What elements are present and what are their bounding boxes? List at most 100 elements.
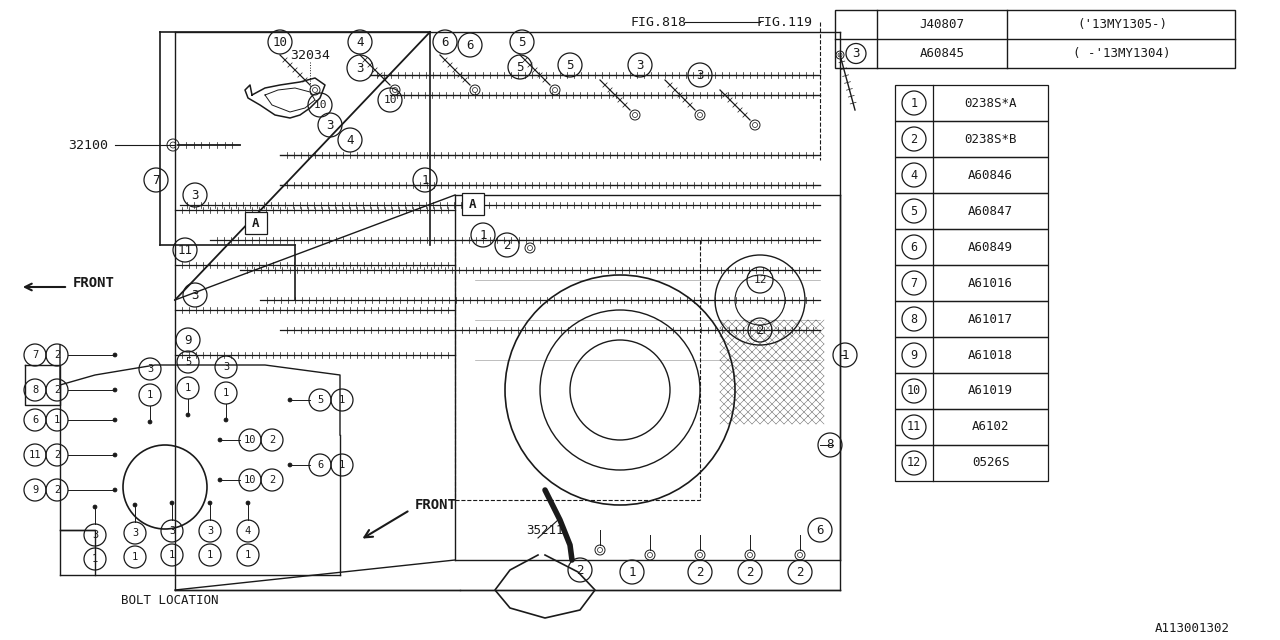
- Text: A61016: A61016: [968, 276, 1012, 289]
- Text: 2: 2: [54, 450, 60, 460]
- Text: 4: 4: [356, 35, 364, 49]
- Text: 3: 3: [207, 526, 214, 536]
- Circle shape: [148, 420, 152, 424]
- Text: A60846: A60846: [968, 168, 1012, 182]
- Text: 0238S*B: 0238S*B: [964, 132, 1016, 145]
- Circle shape: [133, 503, 137, 507]
- Text: J40807: J40807: [919, 18, 965, 31]
- Bar: [895, 157, 1048, 193]
- Text: 9: 9: [184, 333, 192, 346]
- Text: 2: 2: [54, 350, 60, 360]
- Bar: [895, 265, 1048, 301]
- Text: ('13MY1305-): ('13MY1305-): [1076, 18, 1167, 31]
- Circle shape: [93, 505, 97, 509]
- Circle shape: [218, 478, 221, 482]
- Bar: [895, 301, 1048, 337]
- Text: 1: 1: [147, 390, 154, 400]
- Text: 4: 4: [347, 134, 353, 147]
- Text: 1: 1: [169, 550, 175, 560]
- Bar: [895, 445, 1048, 481]
- Text: 4: 4: [244, 526, 251, 536]
- Text: A61019: A61019: [968, 385, 1012, 397]
- Text: 3: 3: [169, 526, 175, 536]
- Text: 1: 1: [910, 97, 918, 109]
- Text: 1: 1: [628, 566, 636, 579]
- Text: 3: 3: [356, 61, 364, 74]
- Circle shape: [113, 488, 116, 492]
- Text: 6: 6: [317, 460, 323, 470]
- Bar: [895, 373, 1048, 409]
- Text: 3: 3: [223, 362, 229, 372]
- Text: 6: 6: [910, 241, 918, 253]
- Text: 10: 10: [243, 475, 256, 485]
- Text: 12: 12: [753, 275, 767, 285]
- Bar: [835, 10, 1235, 68]
- Text: 3: 3: [326, 118, 334, 131]
- Bar: [895, 409, 1048, 445]
- Circle shape: [288, 398, 292, 402]
- Text: FRONT: FRONT: [73, 276, 115, 290]
- Text: 3: 3: [92, 530, 99, 540]
- Text: 5: 5: [518, 35, 526, 49]
- Text: 2: 2: [54, 385, 60, 395]
- Text: 5: 5: [516, 61, 524, 74]
- Bar: [895, 85, 1048, 121]
- Text: A60847: A60847: [968, 205, 1012, 218]
- Text: 1: 1: [339, 460, 346, 470]
- Text: 7: 7: [910, 276, 918, 289]
- Text: A: A: [470, 198, 476, 211]
- Bar: [895, 193, 1048, 229]
- Text: 2: 2: [269, 475, 275, 485]
- Text: 1: 1: [54, 415, 60, 425]
- Text: 10: 10: [243, 435, 256, 445]
- Text: 3: 3: [636, 58, 644, 72]
- Text: 3: 3: [852, 47, 860, 60]
- Text: 3: 3: [147, 364, 154, 374]
- Circle shape: [246, 501, 250, 505]
- Bar: [895, 229, 1048, 265]
- Text: 1: 1: [841, 349, 849, 362]
- Text: 10: 10: [273, 35, 288, 49]
- Text: ( -'13MY1304): ( -'13MY1304): [1073, 47, 1171, 60]
- Text: 2: 2: [503, 239, 511, 252]
- Text: 7: 7: [152, 173, 160, 186]
- Circle shape: [113, 453, 116, 457]
- Text: 8: 8: [827, 438, 833, 451]
- Text: 0526S: 0526S: [972, 456, 1009, 470]
- Text: 1: 1: [339, 395, 346, 405]
- Text: 32100: 32100: [68, 138, 108, 152]
- Text: 2: 2: [910, 132, 918, 145]
- Text: 0238S*A: 0238S*A: [964, 97, 1016, 109]
- Text: 11: 11: [28, 450, 41, 460]
- Text: 2: 2: [269, 435, 275, 445]
- Bar: [462, 193, 484, 215]
- Text: 5: 5: [566, 58, 573, 72]
- Text: 10: 10: [383, 95, 397, 105]
- Text: 2: 2: [756, 323, 764, 337]
- Text: 35211: 35211: [526, 524, 563, 536]
- Text: 2: 2: [54, 485, 60, 495]
- Text: A6102: A6102: [972, 420, 1009, 433]
- Text: 11: 11: [178, 243, 192, 257]
- Text: 9: 9: [910, 349, 918, 362]
- Bar: [244, 212, 268, 234]
- Text: 1: 1: [244, 550, 251, 560]
- Text: 32034: 32034: [291, 49, 330, 61]
- Text: 5: 5: [910, 205, 918, 218]
- Circle shape: [224, 418, 228, 422]
- Text: 3: 3: [132, 528, 138, 538]
- Text: 8: 8: [910, 312, 918, 326]
- Text: 10: 10: [314, 100, 326, 110]
- Circle shape: [113, 353, 116, 357]
- Circle shape: [209, 501, 212, 505]
- Text: 1: 1: [92, 554, 99, 564]
- Text: A60845: A60845: [919, 47, 965, 60]
- Text: 3: 3: [191, 189, 198, 202]
- Text: A61018: A61018: [968, 349, 1012, 362]
- Text: FRONT: FRONT: [415, 498, 457, 512]
- Circle shape: [186, 413, 189, 417]
- Circle shape: [218, 438, 221, 442]
- Bar: [895, 121, 1048, 157]
- Circle shape: [113, 388, 116, 392]
- Text: 2: 2: [696, 566, 704, 579]
